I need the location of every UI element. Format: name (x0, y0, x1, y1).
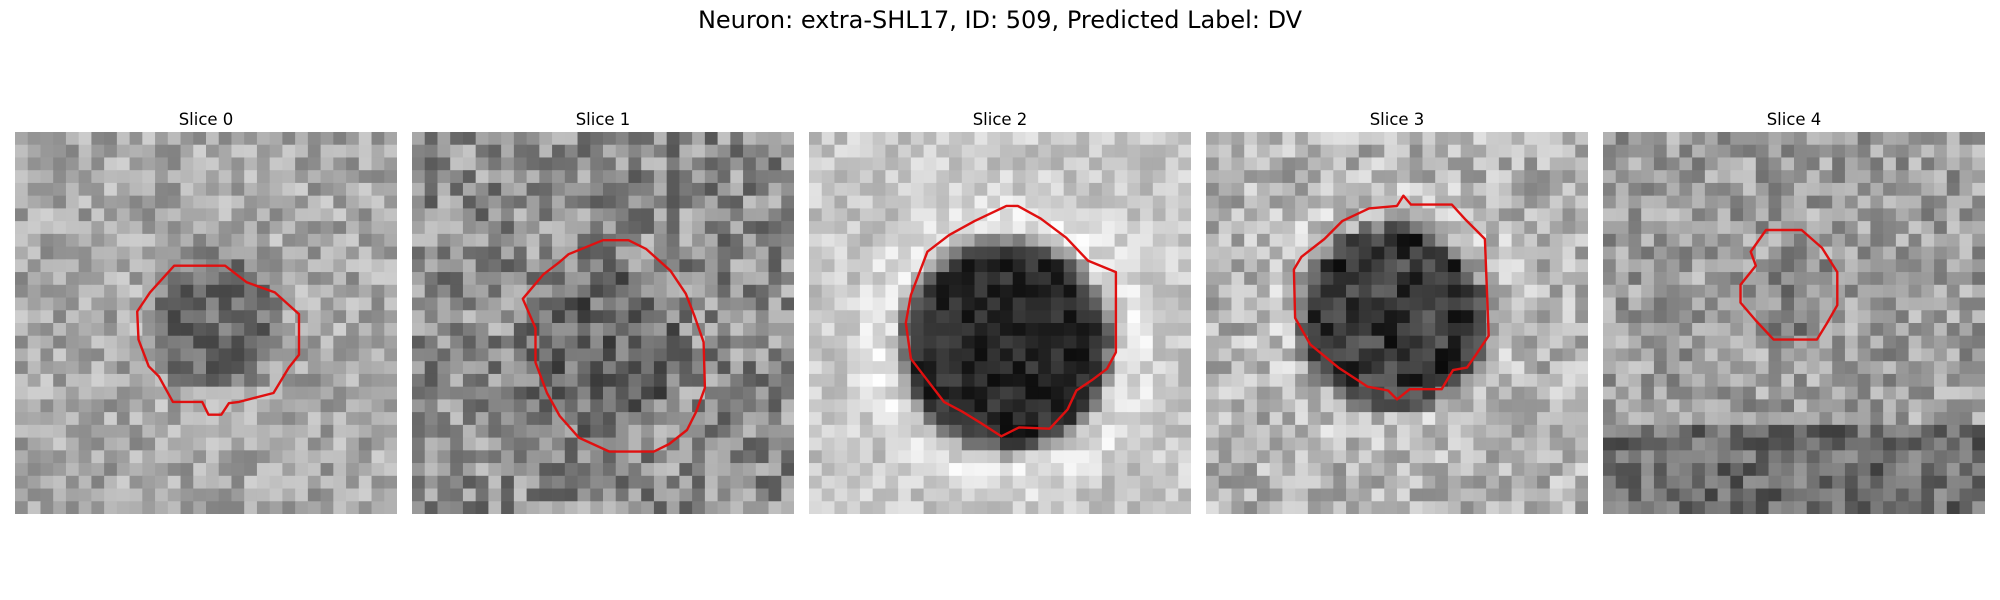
slice-panel-1: Slice 1 (412, 108, 794, 514)
slice-panel-3: Slice 3 (1206, 108, 1588, 514)
pixel-grid (412, 132, 794, 514)
roi-contour (1739, 228, 1839, 341)
slice-title: Slice 4 (1766, 110, 1822, 129)
roi-contour (1292, 194, 1490, 401)
slice-title: Slice 0 (178, 110, 234, 129)
slice-image (15, 132, 397, 514)
slice-title: Slice 3 (1369, 110, 1425, 129)
slice-panel-2: Slice 2 (809, 108, 1191, 514)
roi-contour (904, 204, 1118, 438)
slice-panel-4: Slice 4 (1603, 108, 1985, 514)
figure-title: Neuron: extra-SHL17, ID: 509, Predicted … (697, 6, 1303, 34)
roi-contour (521, 238, 707, 453)
slice-image (1603, 132, 1985, 514)
pixel-grid (1206, 132, 1588, 514)
pixel-grid (15, 132, 397, 514)
slice-image (809, 132, 1191, 514)
pixel-grid (809, 132, 1191, 514)
roi-contour (135, 264, 301, 416)
slice-image (1206, 132, 1588, 514)
pixel-grid (1603, 132, 1985, 514)
slice-panel-0: Slice 0 (15, 108, 397, 514)
slice-image (412, 132, 794, 514)
slice-title: Slice 1 (575, 110, 631, 129)
slice-title: Slice 2 (972, 110, 1028, 129)
